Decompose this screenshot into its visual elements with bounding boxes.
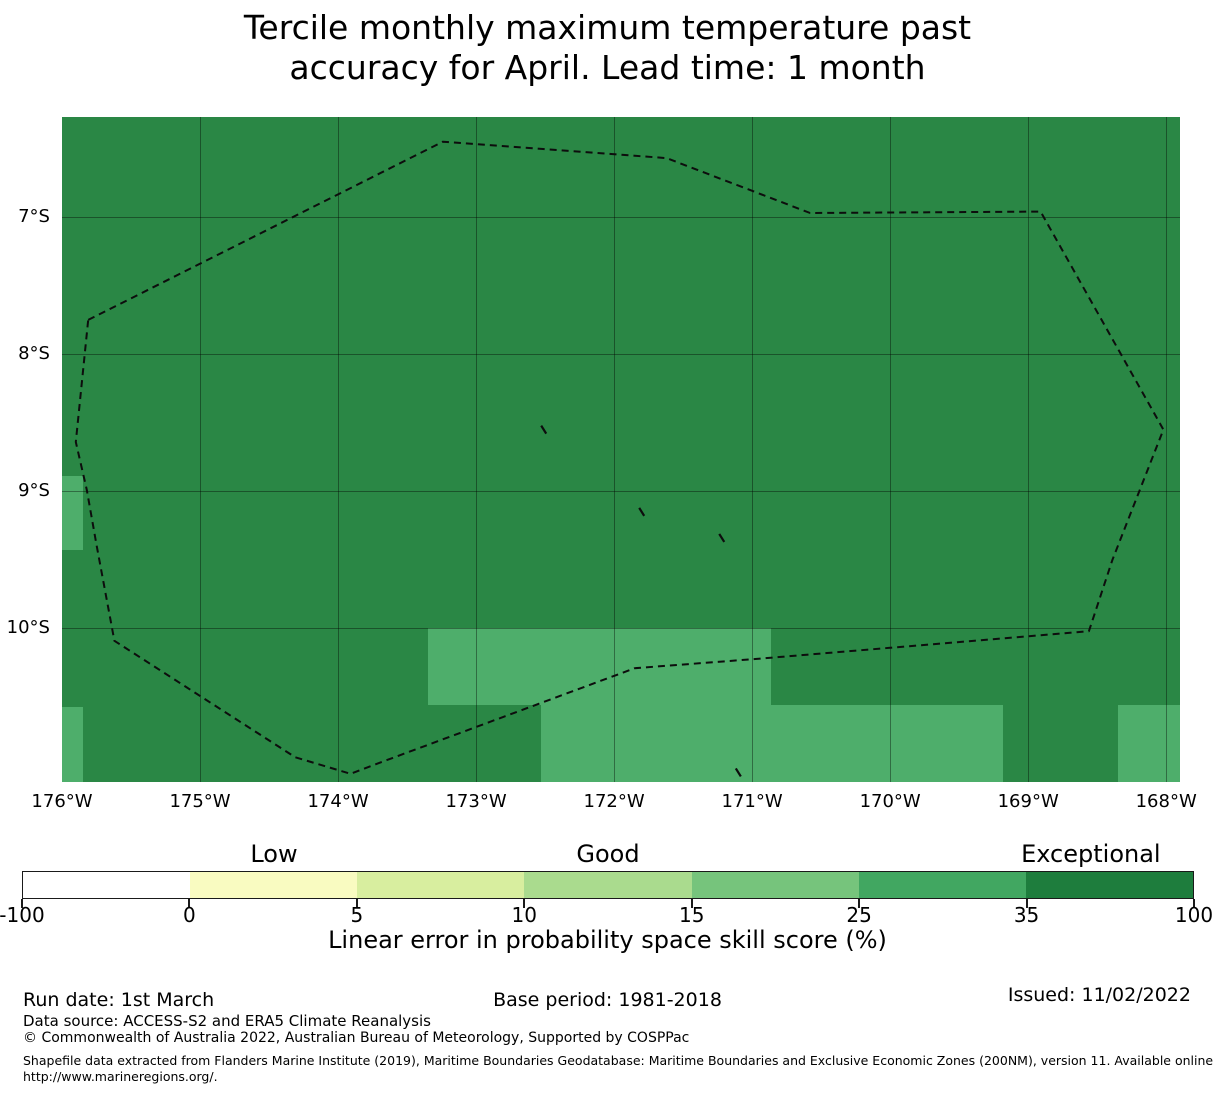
colorbar-category-label: Exceptional [1021, 840, 1161, 868]
colorbar-tick-label: 0 [183, 903, 196, 927]
island-marker [540, 425, 548, 435]
y-tick-label: 10°S [6, 617, 50, 639]
colorbar-segment [23, 872, 191, 898]
colorbar-segment [1025, 872, 1193, 898]
x-tick-label: 172°W [583, 791, 645, 812]
island-marker [718, 533, 726, 543]
x-tick-label: 173°W [445, 791, 507, 812]
colorbar-caption: Linear error in probability space skill … [328, 926, 887, 954]
colorbar-tick-mark [21, 899, 23, 908]
map-grid-line-vertical [752, 117, 754, 782]
colorbar-tick-label: 10 [511, 903, 537, 927]
colorbar-tick-label: -100 [0, 903, 45, 927]
colorbar-category-label: Good [576, 840, 640, 868]
y-tick-label: 9°S [18, 480, 50, 502]
map-grid-line-horizontal [62, 217, 1180, 219]
x-tick-label: 174°W [307, 791, 369, 812]
chart-title-line2: accuracy for April. Lead time: 1 month [289, 48, 926, 87]
map-grid-line-vertical [1166, 117, 1168, 782]
colorbar-tick-mark [523, 899, 526, 908]
shapefile-note-line1: Shapefile data extracted from Flanders M… [23, 1053, 1215, 1068]
colorbar-tick-mark [1193, 899, 1195, 908]
colorbar-tick-mark [188, 899, 191, 908]
data-source-text: Data source: ACCESS-S2 and ERA5 Climate … [23, 1012, 431, 1030]
colorbar-tick-mark [355, 899, 358, 908]
colorbar-tick-label: 15 [678, 903, 705, 927]
eez-boundary [74, 140, 1165, 775]
x-tick-label: 175°W [169, 791, 231, 812]
colorbar-segment [190, 872, 358, 898]
x-tick-label: 176°W [31, 791, 93, 812]
y-tick-label: 7°S [18, 206, 50, 228]
colorbar-tick-label: 5 [350, 903, 364, 927]
shapefile-note-line2: http://www.marineregions.org/. [23, 1069, 218, 1084]
colorbar-tick-label: 25 [846, 903, 872, 927]
skill-cell [540, 705, 1004, 782]
x-tick-label: 171°W [721, 791, 783, 812]
map-grid-line-vertical [614, 117, 616, 782]
map-grid-line-vertical [338, 117, 340, 782]
map-grid-line-horizontal [62, 628, 1180, 630]
map-panel [62, 117, 1180, 782]
colorbar-tick-label: 100 [1174, 903, 1214, 927]
map-grid-line-vertical [476, 117, 478, 782]
chart-title: Tercile monthly maximum temperature past… [0, 8, 1215, 88]
island-marker [734, 767, 742, 777]
colorbar-segment [357, 872, 525, 898]
x-tick-label: 170°W [859, 791, 921, 812]
map-grid-line-vertical [890, 117, 892, 782]
colorbar-segment [691, 872, 859, 898]
colorbar-tick-mark [1025, 899, 1028, 908]
skill-cell [62, 476, 83, 551]
colorbar-tick-mark [690, 899, 693, 908]
x-tick-label: 169°W [997, 791, 1059, 812]
colorbar-segment [858, 872, 1026, 898]
colorbar-category-label: Low [250, 840, 298, 868]
colorbar [22, 871, 1194, 899]
y-tick-label: 8°S [18, 343, 50, 365]
colorbar-tick-mark [858, 899, 861, 908]
map-grid-line-vertical [1028, 117, 1030, 782]
x-tick-label: 168°W [1135, 791, 1197, 812]
map-overlay [74, 140, 1165, 777]
map-grid-line-horizontal [62, 491, 1180, 493]
run-date-text: Run date: 1st March [23, 989, 215, 1011]
chart-title-line1: Tercile monthly maximum temperature past [243, 8, 972, 47]
island-marker [638, 507, 646, 517]
issued-date-text: Issued: 11/02/2022 [1007, 984, 1191, 1006]
skill-cell [62, 706, 83, 782]
base-period-text: Base period: 1981-2018 [493, 989, 722, 1011]
colorbar-segment [524, 872, 692, 898]
copyright-text: © Commonwealth of Australia 2022, Austra… [23, 1030, 690, 1046]
map-grid-line-horizontal [62, 354, 1180, 356]
map-grid-line-vertical [200, 117, 202, 782]
colorbar-tick-label: 35 [1013, 903, 1040, 927]
skill-cell [1117, 705, 1180, 782]
skill-cell [427, 628, 772, 706]
